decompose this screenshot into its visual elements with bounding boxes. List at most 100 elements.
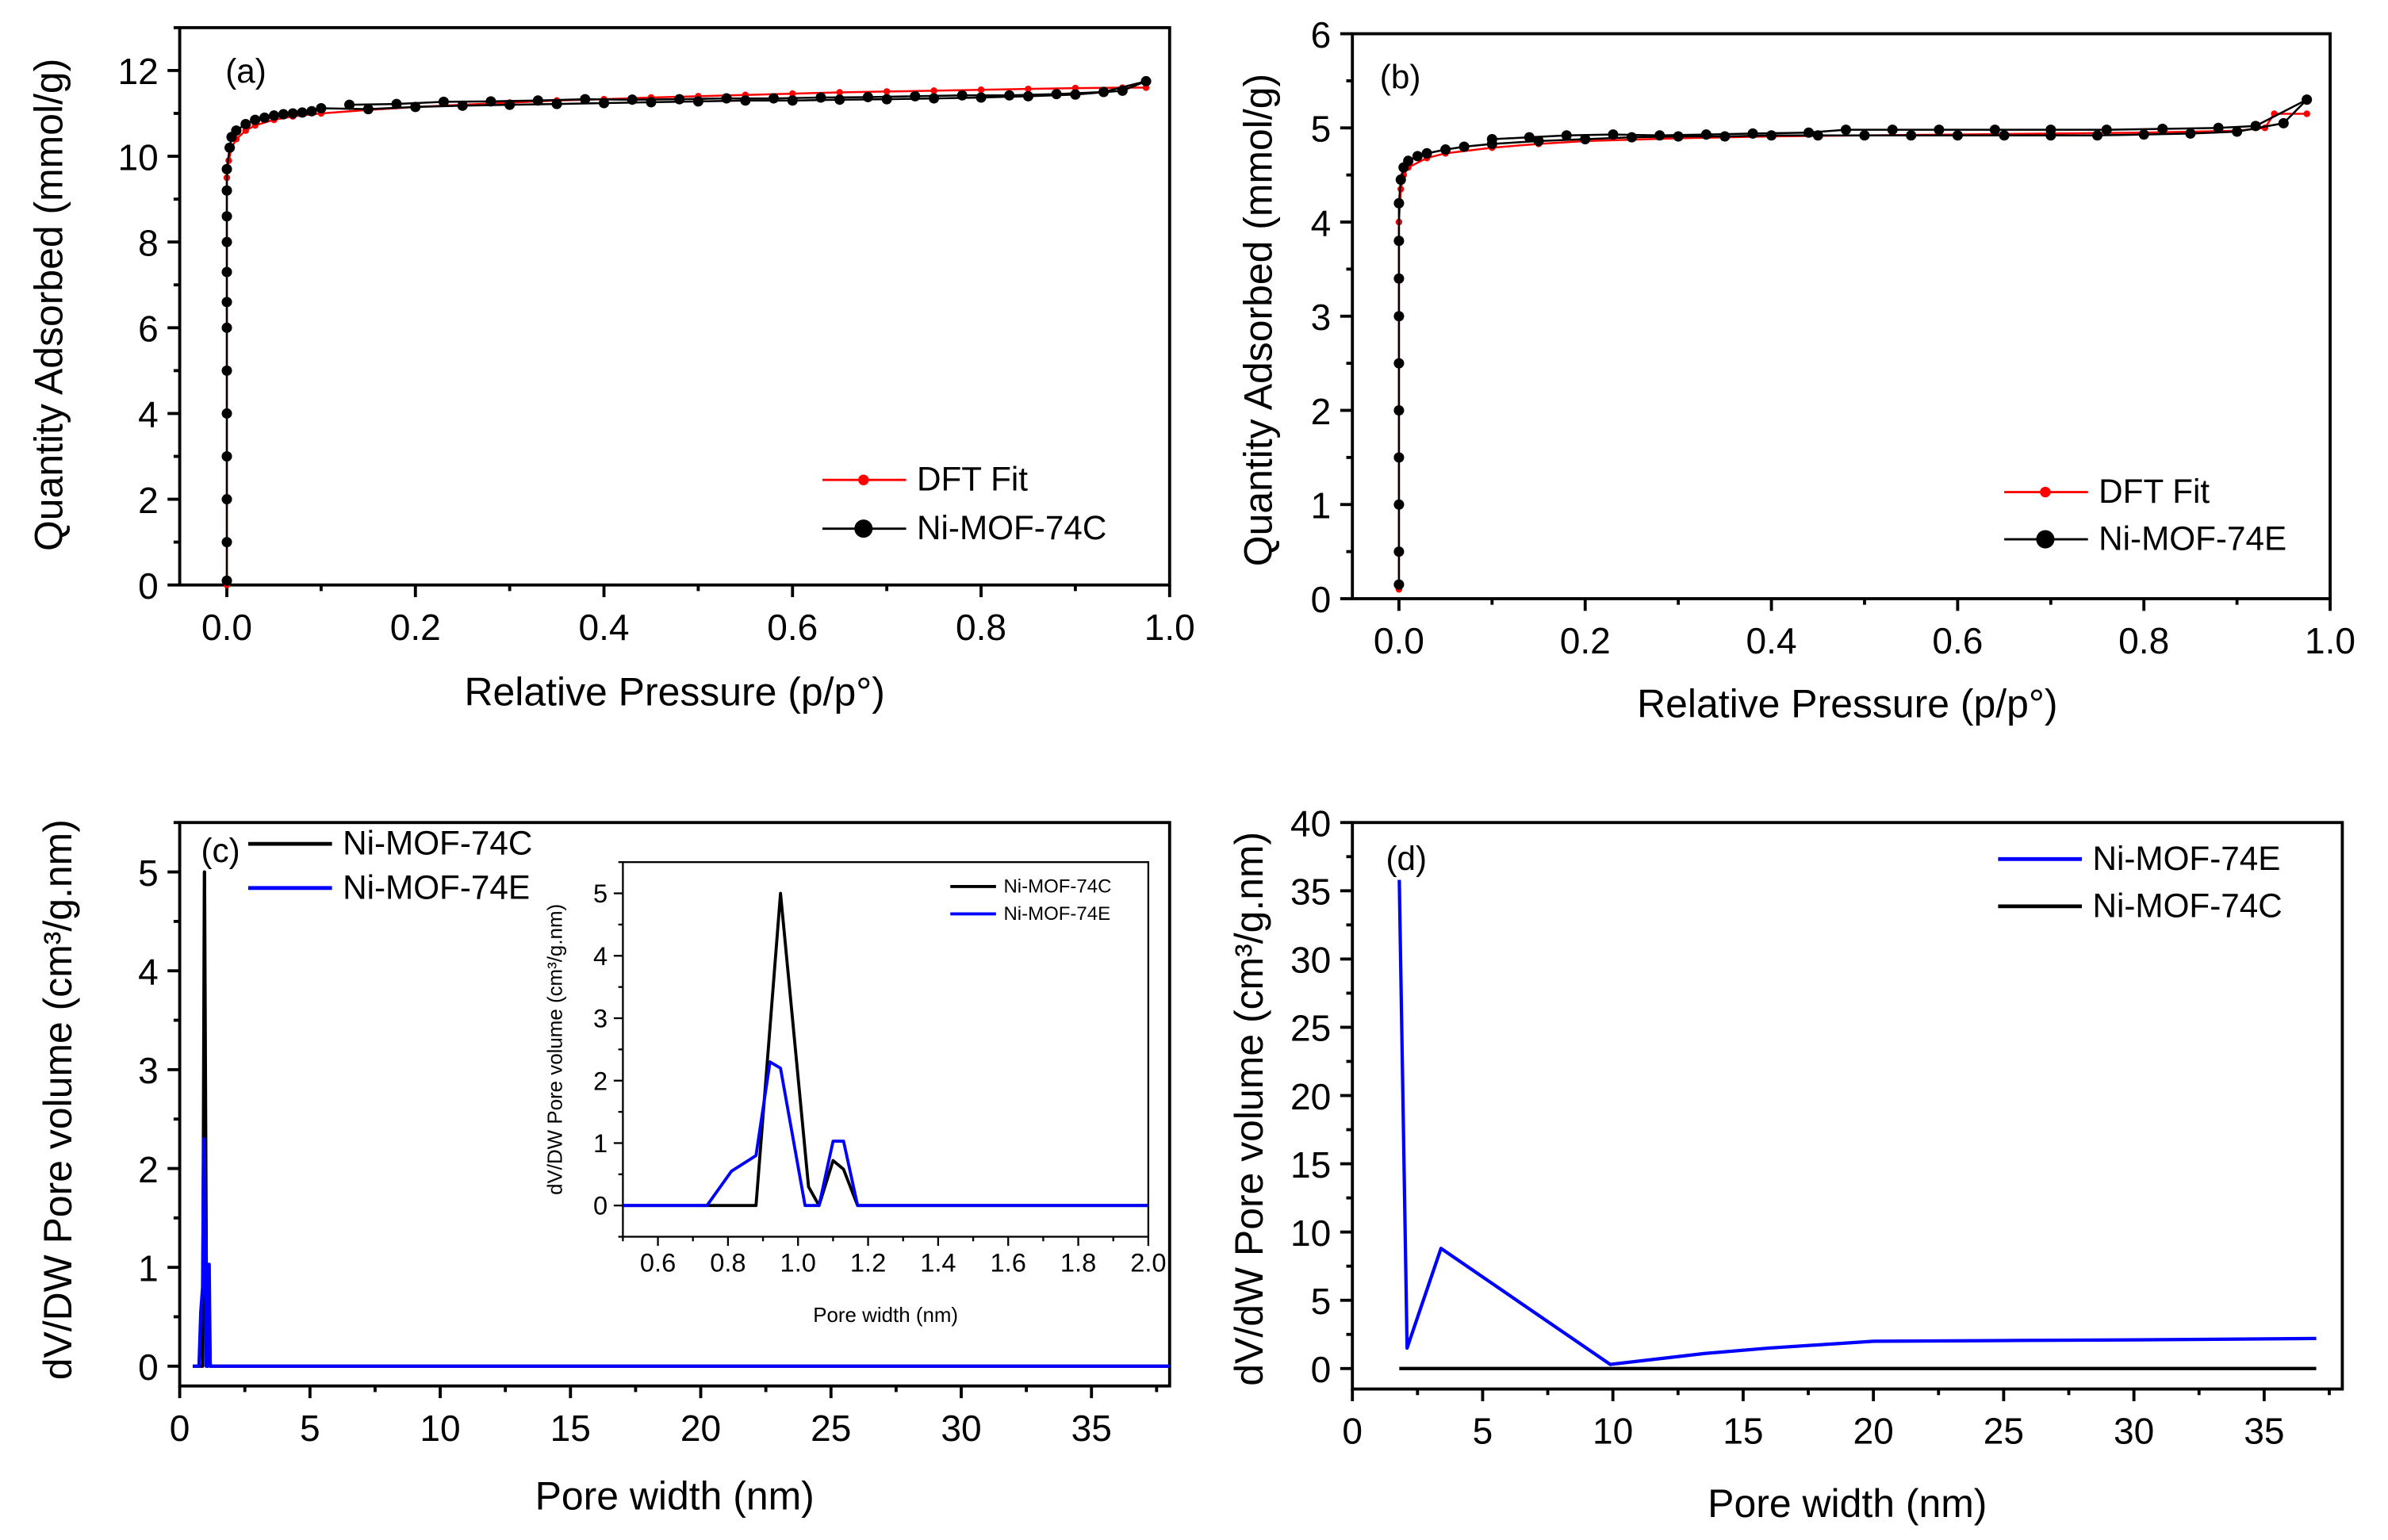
data-point (2213, 122, 2224, 133)
inset-x-axis-label: Pore width (nm) (813, 1304, 958, 1327)
x-axis-label: Pore width (nm) (1708, 1481, 1987, 1526)
data-point (834, 94, 845, 105)
inset-legend-entry: Ni-MOF-74C (1003, 876, 1111, 898)
series-line-ni-mof-74e (1397, 98, 2308, 585)
data-point (787, 95, 798, 106)
data-point (1393, 236, 1405, 247)
data-point (2157, 123, 2168, 134)
data-point (221, 365, 232, 376)
y-tick-label: 6 (138, 308, 159, 350)
data-point (2302, 94, 2313, 105)
y-tick-label: 1 (593, 1128, 608, 1158)
chart-panel-b: 0.0 0.2 0.4 0.6 0.8 1.0 0 1 2 3 4 5 6 (b) Relative Pre… (1236, 14, 2355, 726)
data-point (1700, 129, 1711, 140)
x-tick-label: 1.0 (780, 1248, 816, 1278)
y-tick-label: 40 (1290, 803, 1331, 845)
x-tick-label: 30 (941, 1408, 981, 1449)
data-point (1393, 358, 1405, 369)
data-point (362, 104, 374, 115)
y-tick-label: 3 (138, 1050, 159, 1091)
data-point (532, 95, 543, 106)
data-point (221, 266, 232, 278)
y-tick-label: 10 (1290, 1212, 1331, 1254)
data-point (910, 90, 921, 102)
data-point (1906, 130, 1917, 141)
data-point (1673, 131, 1684, 142)
x-tick-label: 10 (1593, 1411, 1633, 1452)
chart-panel-a: 0.0 0.2 0.4 0.6 0.8 1.0 0 2 4 6 8 10 12 (a) Relative P… (27, 25, 1195, 714)
data-point (1934, 125, 1945, 136)
data-point (278, 109, 289, 120)
data-point (1393, 579, 1405, 590)
data-point (231, 125, 242, 136)
data-point (297, 107, 308, 118)
data-point (1840, 125, 1852, 136)
data-point (1098, 86, 1110, 98)
data-point (1561, 130, 1572, 141)
x-tick-label: 35 (2244, 1411, 2284, 1452)
data-point (306, 105, 317, 117)
legend-entry: Ni-MOF-74E (343, 868, 531, 906)
data-point (976, 92, 987, 103)
legend-entry: Ni-MOF-74C (343, 825, 532, 862)
y-tick-label: 2 (138, 480, 159, 521)
x-tick-label: 0.4 (578, 607, 629, 648)
x-tick-label: 15 (1723, 1411, 1763, 1452)
x-tick-label: 0.8 (2118, 620, 2169, 661)
panel-label: (b) (1380, 59, 1421, 96)
data-point (1395, 174, 1406, 186)
data-point (1766, 130, 1777, 141)
data-point (1004, 90, 1015, 101)
data-point (2303, 110, 2310, 117)
data-point (883, 88, 891, 95)
data-point (2250, 121, 2261, 132)
y-tick-label: 1 (138, 1247, 159, 1289)
data-point (862, 91, 873, 102)
data-point (2101, 125, 2112, 136)
data-point (1747, 128, 1758, 139)
data-point (221, 236, 232, 247)
data-point (1421, 147, 1432, 159)
data-point (344, 99, 355, 110)
data-point (259, 112, 270, 123)
y-tick-label: 4 (138, 952, 159, 993)
inset-background (528, 852, 1161, 1335)
data-point (1025, 85, 1032, 93)
y-tick-label: 4 (593, 941, 608, 971)
legend-entry: Ni-MOF-74C (917, 509, 1106, 546)
chart-panel-d: 0 5 10 15 20 25 30 35 0 5 10 15 20 25 30 35 40 (d) Pore wi… (1227, 803, 2344, 1526)
panel-label: (c) (201, 832, 240, 869)
y-axis-label: dV/dW Pore volume (cm³/g.nm) (1227, 832, 1271, 1386)
x-tick-label: 0 (1342, 1411, 1363, 1452)
data-point (221, 408, 232, 419)
legend-entry: DFT Fit (2099, 473, 2210, 510)
y-tick-label: 4 (1311, 202, 1332, 243)
x-tick-label: 25 (1984, 1411, 2024, 1452)
data-point (391, 98, 402, 109)
data-point (580, 94, 591, 105)
x-tick-label: 1.0 (1144, 607, 1195, 648)
x-tick-label: 5 (300, 1408, 320, 1449)
y-tick-label: 4 (138, 394, 159, 435)
data-point (1626, 132, 1637, 143)
y-tick-label: 0 (593, 1191, 608, 1220)
y-axis-label: Quantity Adsorbed (mmol/g) (1236, 74, 1280, 566)
x-tick-label: 1.0 (2305, 620, 2355, 661)
legend-marker (2040, 486, 2051, 498)
x-tick-label: 0 (170, 1408, 190, 1449)
y-tick-label: 3 (593, 1004, 608, 1033)
x-tick-label: 0.2 (1560, 620, 1611, 661)
x-tick-label: 0.8 (710, 1248, 746, 1278)
y-tick-label: 0 (1311, 579, 1332, 620)
data-point (929, 93, 940, 104)
data-point (692, 96, 703, 107)
series-line-ni-mof-74e (193, 1137, 1170, 1368)
legend-entry: Ni-MOF-74E (2099, 520, 2286, 557)
x-tick-label: 25 (811, 1408, 851, 1449)
data-point (2045, 125, 2056, 136)
data-point (1412, 151, 1423, 162)
data-point (1140, 75, 1152, 86)
data-point (221, 537, 232, 548)
data-point (956, 90, 968, 101)
legend-entry: Ni-MOF-74C (2092, 887, 2282, 924)
